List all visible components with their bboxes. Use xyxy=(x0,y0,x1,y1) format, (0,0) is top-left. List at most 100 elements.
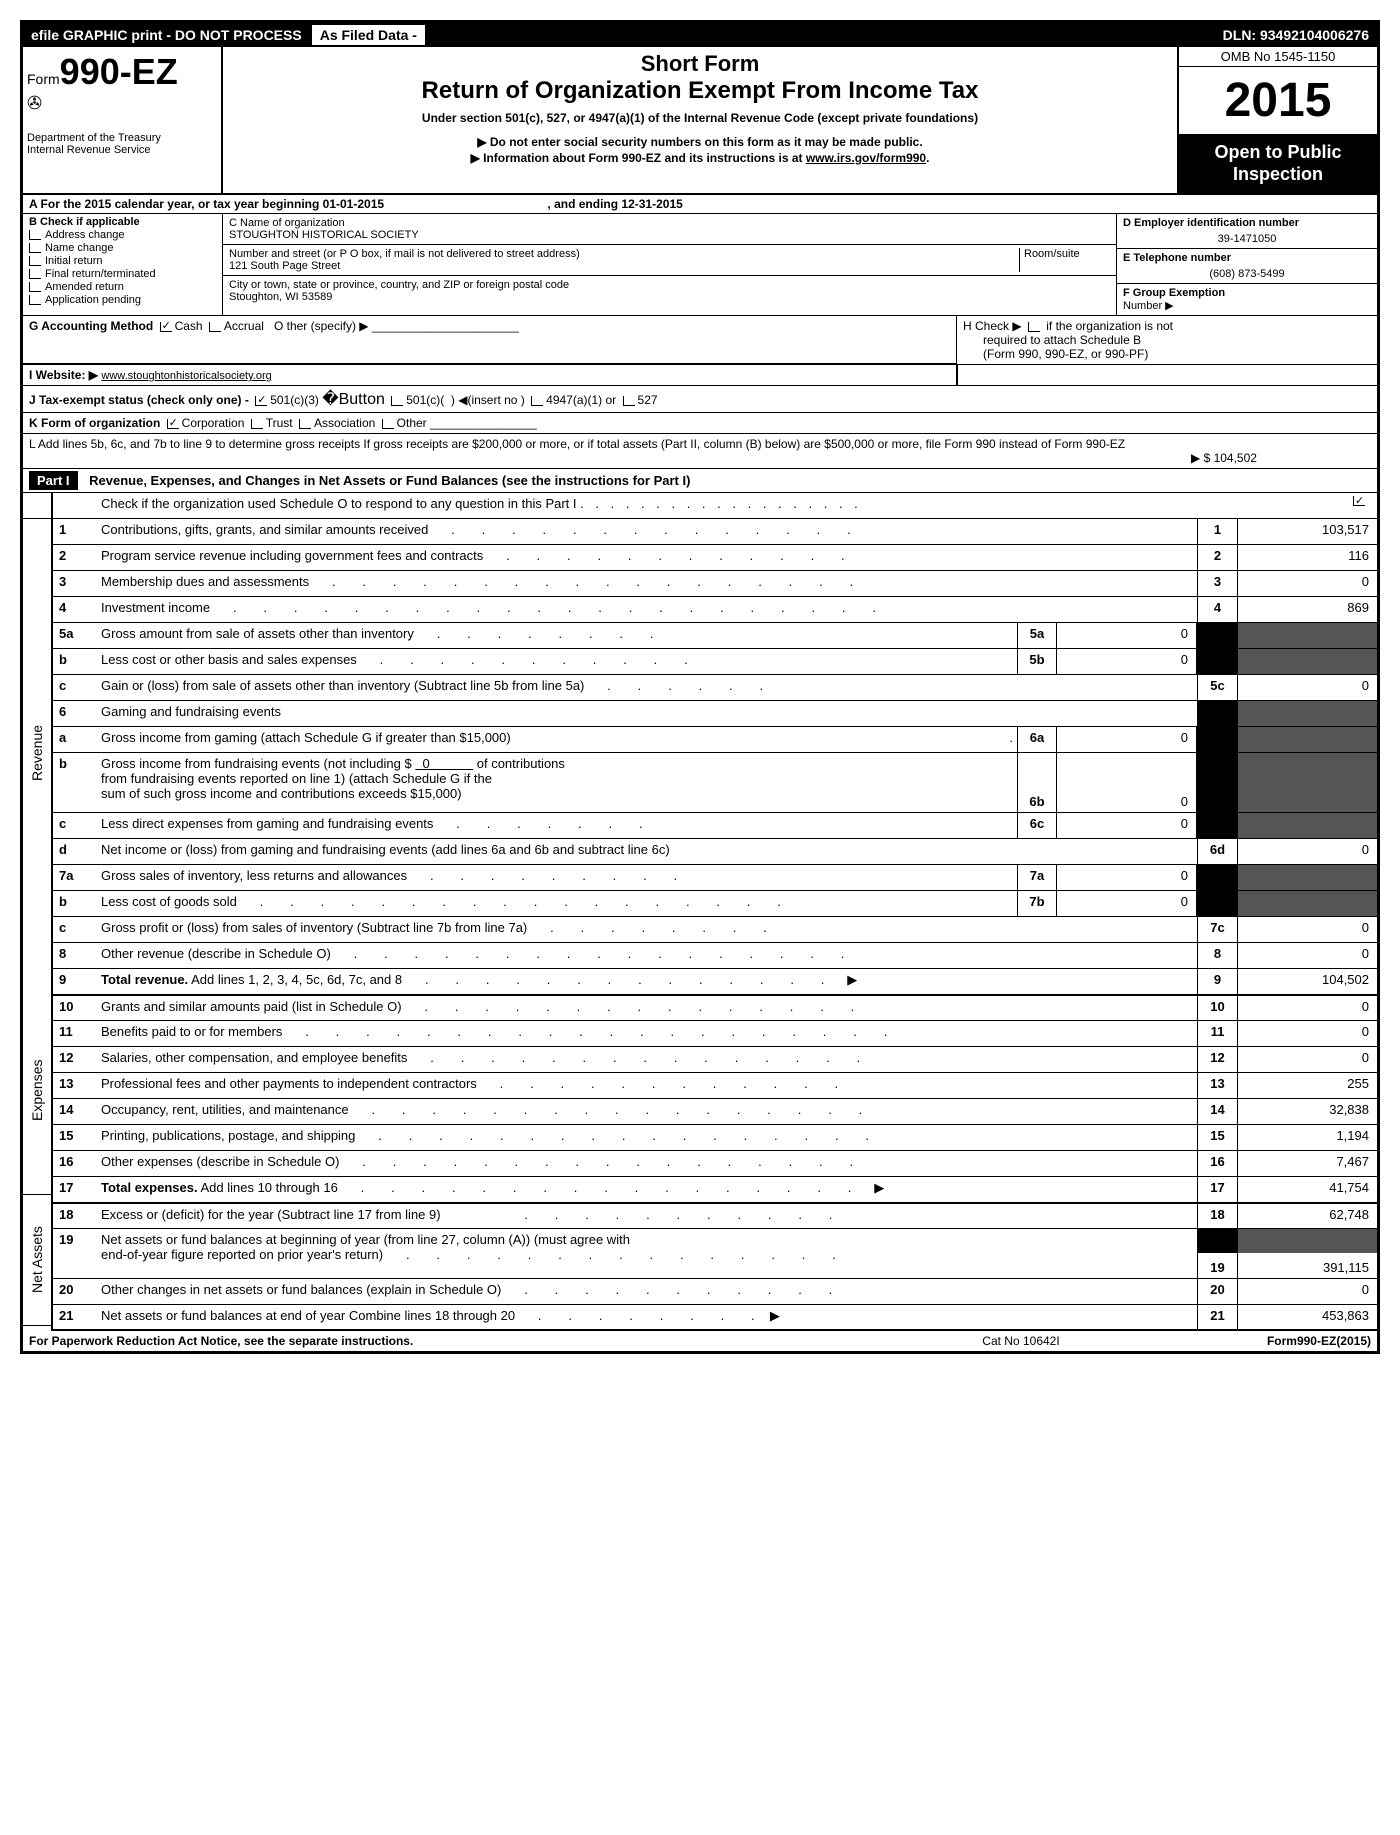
line-7b: b Less cost of goods sold . . . . . . . … xyxy=(53,891,1377,917)
ein-cell: D Employer identification number 39-1471… xyxy=(1117,214,1377,249)
line-6c-value: 0 xyxy=(1057,813,1197,838)
gross-receipts: ▶ $ 104,502 xyxy=(1191,437,1371,465)
line-2-value: 116 xyxy=(1237,545,1377,570)
footer-form: Form990-EZ(2015) xyxy=(1171,1334,1371,1348)
line-4: 4 Investment income . . . . . . . . . . … xyxy=(53,597,1377,623)
part1-title: Revenue, Expenses, and Changes in Net As… xyxy=(89,473,690,488)
chk-501c3[interactable] xyxy=(255,396,267,406)
header-left: Form990-EZ ✇ Department of the Treasury … xyxy=(23,47,223,193)
main-body: Revenue Expenses Net Assets 1 Contributi… xyxy=(23,519,1377,1331)
header-center: Short Form Return of Organization Exempt… xyxy=(223,47,1177,193)
line-18-value: 62,748 xyxy=(1237,1204,1377,1228)
row-g: G Accounting Method Cash Accrual O ther … xyxy=(23,316,957,364)
line-20-value: 0 xyxy=(1237,1279,1377,1304)
line-12-value: 0 xyxy=(1237,1047,1377,1072)
revenue-label: Revenue xyxy=(23,519,51,987)
line-9: 9 Total revenue. Add lines 1, 2, 3, 4, 5… xyxy=(53,969,1377,995)
row-a-tax-year: A For the 2015 calendar year, or tax yea… xyxy=(23,195,1377,214)
col-c-org-info: C Name of organization STOUGHTON HISTORI… xyxy=(223,214,1117,315)
form-990ez: efile GRAPHIC print - DO NOT PROCESS As … xyxy=(20,20,1380,1354)
chk-accrual[interactable] xyxy=(209,322,221,332)
footer: For Paperwork Reduction Act Notice, see … xyxy=(23,1331,1377,1351)
irs-eagle-icon: ✇ xyxy=(27,93,217,114)
line-1: 1 Contributions, gifts, grants, and simi… xyxy=(53,519,1377,545)
website-link[interactable]: www.stoughtonhistoricalsociety.org xyxy=(101,370,271,382)
ein-value: 39-1471050 xyxy=(1123,233,1371,245)
line-10: 10 Grants and similar amounts paid (list… xyxy=(53,995,1377,1021)
return-title: Return of Organization Exempt From Incom… xyxy=(233,77,1167,105)
line-12: 12 Salaries, other compensation, and emp… xyxy=(53,1047,1377,1073)
line-7c: c Gross profit or (loss) from sales of i… xyxy=(53,917,1377,943)
line-5a-value: 0 xyxy=(1057,623,1197,648)
line-6a: a Gross income from gaming (attach Sched… xyxy=(53,727,1377,753)
vertical-labels: Revenue Expenses Net Assets xyxy=(23,519,53,1331)
chk-501c[interactable] xyxy=(391,396,403,406)
line-8: 8 Other revenue (describe in Schedule O)… xyxy=(53,943,1377,969)
line-11: 11 Benefits paid to or for members . . .… xyxy=(53,1021,1377,1047)
netassets-label: Net Assets xyxy=(23,1195,51,1326)
part1-header-row: Part I Revenue, Expenses, and Changes in… xyxy=(23,469,1377,493)
line-19-value: 391,115 xyxy=(1323,1260,1369,1275)
org-name: STOUGHTON HISTORICAL SOCIETY xyxy=(229,229,1110,241)
chk-other-org[interactable] xyxy=(382,419,394,429)
line-6d-value: 0 xyxy=(1237,839,1377,864)
line-6c: c Less direct expenses from gaming and f… xyxy=(53,813,1377,839)
chk-schedule-b[interactable] xyxy=(1028,322,1040,332)
header: Form990-EZ ✇ Department of the Treasury … xyxy=(23,47,1377,195)
line-8-value: 0 xyxy=(1237,943,1377,968)
chk-association[interactable] xyxy=(299,419,311,429)
line-7a: 7a Gross sales of inventory, less return… xyxy=(53,865,1377,891)
header-right: OMB No 1545-1150 2015 Open to Public Ins… xyxy=(1177,47,1377,193)
chk-name-change[interactable]: Name change xyxy=(29,242,216,254)
line-2: 2 Program service revenue including gove… xyxy=(53,545,1377,571)
part1-check-row: Check if the organization used Schedule … xyxy=(23,493,1377,519)
chk-application-pending[interactable]: Application pending xyxy=(29,294,216,306)
tax-year: 2015 xyxy=(1179,67,1377,134)
line-13: 13 Professional fees and other payments … xyxy=(53,1073,1377,1099)
dept-treasury: Department of the Treasury xyxy=(27,132,217,144)
org-name-cell: C Name of organization STOUGHTON HISTORI… xyxy=(223,214,1116,245)
irs-link[interactable]: www.irs.gov/form990 xyxy=(806,151,926,165)
chk-527[interactable] xyxy=(623,396,635,406)
org-street: 121 South Page Street xyxy=(229,260,1015,272)
as-filed: As Filed Data - xyxy=(310,25,427,45)
line-6b-value: 0 xyxy=(1057,753,1197,812)
group-exemption-cell: F Group Exemption Number ▶ xyxy=(1117,284,1377,315)
line-5b-value: 0 xyxy=(1057,649,1197,674)
form-prefix: Form xyxy=(27,71,60,87)
col-d-ein: D Employer identification number 39-1471… xyxy=(1117,214,1377,315)
row-i-wrap: I Website: ▶ www.stoughtonhistoricalsoci… xyxy=(23,365,1377,386)
line-7c-value: 0 xyxy=(1237,917,1377,942)
row-j: J Tax-exempt status (check only one) - 5… xyxy=(23,386,1377,413)
chk-amended-return[interactable]: Amended return xyxy=(29,281,216,293)
line-3-value: 0 xyxy=(1237,571,1377,596)
line-20: 20 Other changes in net assets or fund b… xyxy=(53,1279,1377,1305)
line-6b: b Gross income from fundraising events (… xyxy=(53,753,1377,813)
line-5a: 5a Gross amount from sale of assets othe… xyxy=(53,623,1377,649)
chk-cash[interactable] xyxy=(160,322,172,332)
chk-address-change[interactable]: Address change xyxy=(29,229,216,241)
irs-label: Internal Revenue Service xyxy=(27,144,217,156)
short-form-title: Short Form xyxy=(233,51,1167,77)
chk-trust[interactable] xyxy=(251,419,263,429)
row-k: K Form of organization Corporation Trust… xyxy=(23,413,1377,434)
line-17: 17 Total expenses. Add lines 10 through … xyxy=(53,1177,1377,1203)
section-bcd: B Check if applicable Address change Nam… xyxy=(23,214,1377,316)
line-1-value: 103,517 xyxy=(1237,519,1377,544)
line-16: 16 Other expenses (describe in Schedule … xyxy=(53,1151,1377,1177)
chk-initial-return[interactable]: Initial return xyxy=(29,255,216,267)
under-section: Under section 501(c), 527, or 4947(a)(1)… xyxy=(233,111,1167,125)
chk-4947[interactable] xyxy=(531,396,543,406)
chk-corporation[interactable] xyxy=(167,419,179,429)
line-16-value: 7,467 xyxy=(1237,1151,1377,1176)
footer-cat: Cat No 10642I xyxy=(871,1334,1171,1348)
chk-final-return[interactable]: Final return/terminated xyxy=(29,268,216,280)
line-10-value: 0 xyxy=(1237,996,1377,1020)
line-17-value: 41,754 xyxy=(1237,1177,1377,1202)
chk-schedule-o[interactable] xyxy=(1353,496,1365,506)
phone-cell: E Telephone number (608) 873-5499 xyxy=(1117,249,1377,284)
line-7b-value: 0 xyxy=(1057,891,1197,916)
line-14-value: 32,838 xyxy=(1237,1099,1377,1124)
row-l: L Add lines 5b, 6c, and 7b to line 9 to … xyxy=(23,434,1377,469)
line-13-value: 255 xyxy=(1237,1073,1377,1098)
